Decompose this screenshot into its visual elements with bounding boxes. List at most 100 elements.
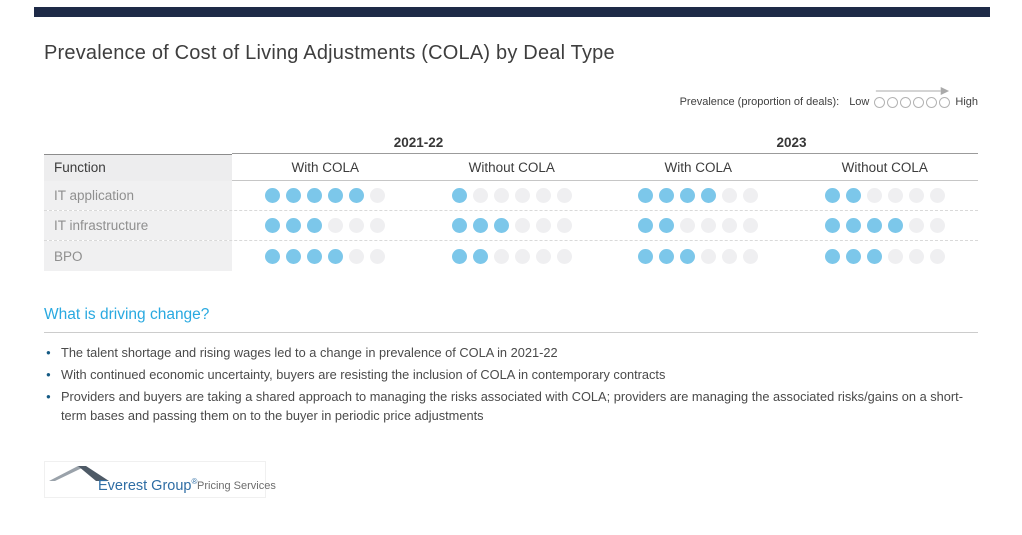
prevalence-cell bbox=[232, 241, 419, 271]
insight-bullet: With continued economic uncertainty, buy… bbox=[44, 365, 978, 384]
prevalence-dot-filled bbox=[286, 248, 302, 264]
insight-bullet: The talent shortage and rising wages led… bbox=[44, 343, 978, 362]
prevalence-dot-empty bbox=[908, 248, 924, 264]
prevalence-dot-empty bbox=[722, 248, 738, 264]
prevalence-dot-filled bbox=[265, 248, 281, 264]
prevalence-dot-empty bbox=[680, 218, 696, 233]
insights-heading: What is driving change? bbox=[44, 306, 210, 323]
prevalence-dot-filled bbox=[659, 218, 675, 233]
prevalence-cell bbox=[605, 181, 792, 210]
prevalence-dot-filled bbox=[638, 218, 654, 233]
prevalence-cell bbox=[232, 181, 419, 210]
prevalence-dot-empty bbox=[535, 248, 551, 264]
prevalence-dot-filled bbox=[265, 188, 281, 203]
year-group-2023: 2023 bbox=[776, 135, 807, 150]
prevalence-dot-filled bbox=[493, 218, 509, 233]
prevalence-dot-filled bbox=[307, 218, 323, 233]
prevalence-dot-filled bbox=[472, 248, 488, 264]
prevalence-dot-filled bbox=[472, 218, 488, 233]
prevalence-dot-filled bbox=[845, 188, 861, 203]
col-header-2023-without-cola: Without COLA bbox=[841, 160, 928, 175]
legend-circle bbox=[926, 96, 938, 108]
legend-high-label: High bbox=[955, 96, 978, 108]
prevalence-dot-empty bbox=[370, 188, 386, 203]
prevalence-dot-empty bbox=[887, 248, 903, 264]
prevalence-dot-empty bbox=[472, 188, 488, 203]
prevalence-dot-empty bbox=[701, 218, 717, 233]
prevalence-legend: Prevalence (proportion of deals): Low Hi… bbox=[679, 86, 978, 108]
table-row: IT infrastructure bbox=[44, 211, 978, 241]
everest-group-logo: Everest Group® Pricing Services bbox=[44, 461, 276, 498]
prevalence-dot-filled bbox=[307, 248, 323, 264]
prevalence-dot-empty bbox=[887, 188, 903, 203]
prevalence-dot-filled bbox=[638, 248, 654, 264]
prevalence-dot-empty bbox=[701, 248, 717, 264]
row-label: BPO bbox=[44, 241, 232, 271]
prevalence-dot-filled bbox=[824, 188, 840, 203]
prevalence-dot-filled bbox=[638, 188, 654, 203]
prevalence-cell bbox=[605, 241, 792, 271]
prevalence-dot-empty bbox=[743, 218, 759, 233]
prevalence-dot-empty bbox=[929, 218, 945, 233]
column-header-row: Function With COLA Without COLA With COL… bbox=[44, 154, 978, 181]
prevalence-cell bbox=[419, 211, 606, 240]
prevalence-cell bbox=[232, 211, 419, 240]
prevalence-dot-filled bbox=[286, 188, 302, 203]
mountain-icon bbox=[49, 466, 109, 481]
legend-circle bbox=[900, 96, 912, 108]
registered-mark: ® bbox=[191, 477, 198, 486]
legend-circle bbox=[874, 96, 886, 108]
legend-label: Prevalence (proportion of deals): bbox=[679, 96, 840, 108]
prevalence-cell bbox=[419, 181, 606, 210]
prevalence-dot-empty bbox=[556, 248, 572, 264]
prevalence-dot-filled bbox=[824, 218, 840, 233]
prevalence-dot-empty bbox=[349, 248, 365, 264]
brand-tagline: Pricing Services bbox=[197, 480, 276, 492]
prevalence-cell bbox=[792, 211, 979, 240]
prevalence-dot-empty bbox=[908, 188, 924, 203]
row-label: IT application bbox=[44, 181, 232, 210]
prevalence-dot-filled bbox=[680, 248, 696, 264]
page-title: Prevalence of Cost of Living Adjustments… bbox=[44, 42, 615, 64]
prevalence-dot-empty bbox=[929, 248, 945, 264]
year-group-row: 2021-22 2023 bbox=[232, 135, 978, 154]
row-label: IT infrastructure bbox=[44, 211, 232, 240]
top-accent-bar bbox=[34, 7, 990, 17]
prevalence-dot-filled bbox=[328, 188, 344, 203]
prevalence-dot-filled bbox=[701, 188, 717, 203]
prevalence-dot-filled bbox=[307, 188, 323, 203]
prevalence-dot-filled bbox=[265, 218, 281, 233]
prevalence-dot-filled bbox=[451, 248, 467, 264]
prevalence-dot-empty bbox=[370, 218, 386, 233]
col-header-2021-22-without-cola: Without COLA bbox=[468, 160, 555, 175]
brand-text: Everest Group bbox=[98, 477, 192, 494]
arrow-right-icon bbox=[876, 86, 950, 95]
prevalence-dot-empty bbox=[722, 188, 738, 203]
legend-circle bbox=[887, 96, 899, 108]
col-header-2021-22-with-cola: With COLA bbox=[291, 160, 359, 175]
legend-circle bbox=[913, 96, 925, 108]
prevalence-dot-empty bbox=[370, 248, 386, 264]
prevalence-table: 2021-22 2023 Function With COLA Without … bbox=[44, 135, 978, 271]
year-group-2021-22: 2021-22 bbox=[393, 135, 444, 150]
prevalence-dot-filled bbox=[659, 188, 675, 203]
brand-name: Everest Group® bbox=[98, 477, 197, 494]
prevalence-dot-empty bbox=[535, 218, 551, 233]
prevalence-dot-empty bbox=[866, 188, 882, 203]
col-header-2023-with-cola: With COLA bbox=[664, 160, 732, 175]
table-row: BPO bbox=[44, 241, 978, 271]
prevalence-dot-empty bbox=[722, 218, 738, 233]
prevalence-dot-empty bbox=[514, 218, 530, 233]
function-column-header: Function bbox=[44, 154, 232, 181]
prevalence-dot-filled bbox=[286, 218, 302, 233]
prevalence-dot-filled bbox=[845, 218, 861, 233]
prevalence-dot-empty bbox=[556, 218, 572, 233]
prevalence-dot-filled bbox=[866, 248, 882, 264]
insight-bullet: Providers and buyers are taking a shared… bbox=[44, 387, 978, 425]
insights-list: The talent shortage and rising wages led… bbox=[44, 343, 978, 425]
prevalence-dot-filled bbox=[328, 248, 344, 264]
prevalence-dot-filled bbox=[845, 248, 861, 264]
prevalence-cell bbox=[605, 211, 792, 240]
insights-section: What is driving change? The talent short… bbox=[44, 306, 978, 428]
